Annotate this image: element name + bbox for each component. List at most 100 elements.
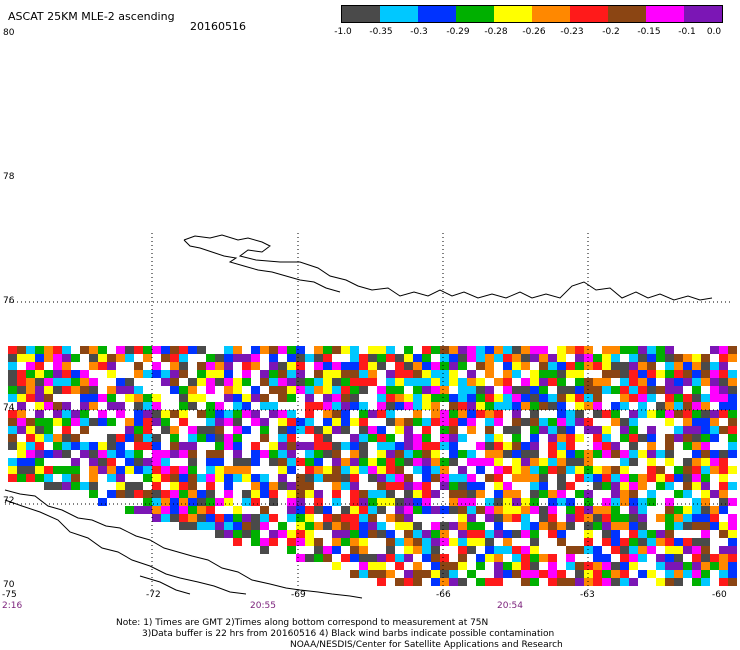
swath-cell xyxy=(629,482,638,490)
swath-cell xyxy=(386,370,395,378)
swath-cell xyxy=(296,514,305,522)
swath-cell xyxy=(350,514,359,522)
swath-cell xyxy=(620,578,629,586)
swath-cell xyxy=(431,394,440,402)
swath-cell xyxy=(692,386,701,394)
swath-cell xyxy=(512,362,521,370)
swath-cell xyxy=(287,458,296,466)
swath-cell xyxy=(602,378,611,386)
swath-cell xyxy=(521,354,530,362)
swath-cell xyxy=(539,466,548,474)
swath-cell xyxy=(593,522,602,530)
swath-cell xyxy=(287,418,296,426)
swath-cell xyxy=(287,530,296,538)
swath-cell xyxy=(647,426,656,434)
swath-cell xyxy=(548,402,557,410)
swath-cell xyxy=(377,562,386,570)
swath-cell xyxy=(296,490,305,498)
swath-cell xyxy=(161,490,170,498)
swath-cell xyxy=(35,378,44,386)
swath-cell xyxy=(98,410,107,418)
swath-cell xyxy=(719,562,728,570)
swath-cell xyxy=(701,466,710,474)
swath-cell xyxy=(530,410,539,418)
swath-cell xyxy=(215,354,224,362)
swath-cell xyxy=(170,386,179,394)
swath-cell xyxy=(575,562,584,570)
swath-cell xyxy=(692,498,701,506)
swath-cell xyxy=(413,466,422,474)
swath-cell xyxy=(548,370,557,378)
swath-cell xyxy=(692,394,701,402)
swath-cell xyxy=(197,394,206,402)
swath-cell xyxy=(674,354,683,362)
swath-cell xyxy=(377,426,386,434)
swath-cell xyxy=(503,402,512,410)
swath-cell xyxy=(296,378,305,386)
swath-cell xyxy=(575,514,584,522)
swath-cell xyxy=(629,458,638,466)
swath-cell xyxy=(125,466,134,474)
swath-cell xyxy=(368,410,377,418)
swath-cell xyxy=(611,442,620,450)
swath-cell xyxy=(332,370,341,378)
swath-cell xyxy=(296,506,305,514)
swath-cell xyxy=(323,522,332,530)
swath-cell xyxy=(413,578,422,586)
swath-cell xyxy=(467,522,476,530)
lon-label: -60 xyxy=(712,590,727,600)
swath-cell xyxy=(296,426,305,434)
swath-cell xyxy=(413,418,422,426)
swath-cell xyxy=(692,578,701,586)
swath-cell xyxy=(71,474,80,482)
swath-cell xyxy=(422,354,431,362)
swath-cell xyxy=(359,570,368,578)
swath-cell xyxy=(458,346,467,354)
swath-cell xyxy=(215,442,224,450)
swath-cell xyxy=(296,554,305,562)
swath-cell xyxy=(98,458,107,466)
swath-cell xyxy=(44,426,53,434)
swath-cell xyxy=(566,546,575,554)
swath-cell xyxy=(674,434,683,442)
swath-cell xyxy=(611,362,620,370)
swath-cell xyxy=(89,490,98,498)
swath-cell xyxy=(665,346,674,354)
swath-cell xyxy=(152,490,161,498)
swath-cell xyxy=(683,370,692,378)
swath-cell xyxy=(692,570,701,578)
swath-cell xyxy=(89,474,98,482)
swath-cell xyxy=(26,426,35,434)
swath-cell xyxy=(593,378,602,386)
swath-cell xyxy=(125,434,134,442)
swath-cell xyxy=(485,418,494,426)
swath-cell xyxy=(179,522,188,530)
swath-cell xyxy=(323,418,332,426)
swath-cell xyxy=(269,370,278,378)
swath-cell xyxy=(602,570,611,578)
swath-cell xyxy=(665,498,674,506)
swath-cell xyxy=(431,410,440,418)
swath-cell xyxy=(44,466,53,474)
swath-cell xyxy=(629,554,638,562)
swath-cell xyxy=(305,474,314,482)
swath-cell xyxy=(197,474,206,482)
swath-cell xyxy=(728,450,737,458)
swath-cell xyxy=(539,490,548,498)
swath-cell xyxy=(332,546,341,554)
swath-cell xyxy=(665,522,674,530)
swath-cell xyxy=(377,578,386,586)
swath-cell xyxy=(296,354,305,362)
swath-cell xyxy=(422,498,431,506)
swath-cell xyxy=(8,346,17,354)
swath-cell xyxy=(161,474,170,482)
swath-cell xyxy=(287,442,296,450)
swath-cell xyxy=(548,466,557,474)
swath-cell xyxy=(17,410,26,418)
swath-cell xyxy=(215,370,224,378)
swath-cell xyxy=(431,490,440,498)
swath-cell xyxy=(566,466,575,474)
swath-cell xyxy=(125,394,134,402)
swath-cell xyxy=(152,402,161,410)
swath-cell xyxy=(548,450,557,458)
